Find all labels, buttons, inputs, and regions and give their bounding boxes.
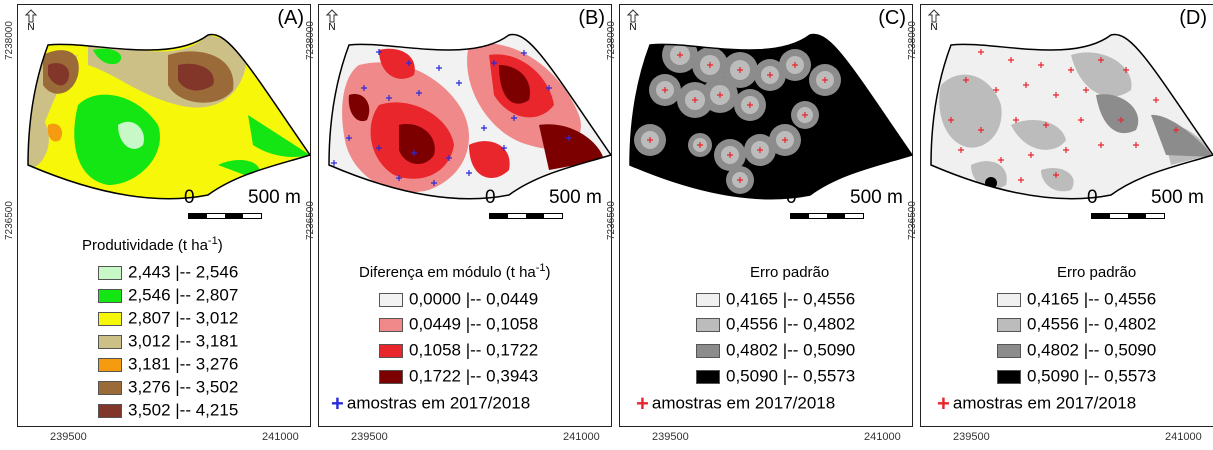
y-coord-top: 7238000: [4, 21, 15, 60]
legend-item: 3,502 |-- 4,215: [98, 400, 238, 420]
scale-bar: 0 500 m: [158, 187, 308, 227]
x-coord-left: 239500: [50, 431, 87, 443]
scale-bar: 0 500 m: [1061, 187, 1211, 227]
legend-item: 0,5090 |-- 0,5573: [696, 366, 855, 386]
legend-item: 3,012 |-- 3,181: [98, 331, 238, 351]
x-coord-left: 239500: [652, 431, 689, 443]
scale-end: 500 m: [850, 187, 903, 208]
y-coord-top: 7238000: [907, 21, 918, 60]
legend-title: Erro padrão: [1057, 264, 1137, 281]
north-arrow-icon: N: [626, 9, 640, 33]
legend-item: 0,4556 |-- 0,4802: [997, 314, 1156, 334]
north-arrow-icon: N: [927, 9, 941, 33]
samples-legend: + amostras em 2017/2018: [636, 391, 836, 416]
x-coord-right: 241000: [563, 431, 600, 443]
sample-points: [948, 49, 1179, 183]
legend-item: 3,276 |-- 3,502: [98, 377, 238, 397]
legend-title: Produtividade (t ha-1): [82, 235, 223, 254]
plus-marker-icon: +: [937, 391, 950, 416]
samples-legend: + amostras em 2017/2018: [937, 391, 1137, 416]
panel-label: (A): [277, 7, 304, 29]
sample-points: [647, 52, 828, 183]
plus-marker-icon: +: [636, 391, 649, 416]
legend-item: 2,443 |-- 2,546: [98, 262, 238, 282]
legend-item: 2,807 |-- 3,012: [98, 308, 238, 328]
legend-item: 0,0000 |-- 0,0449: [379, 289, 538, 309]
y-coord-bottom: 7236500: [305, 201, 316, 240]
panel-label: (D): [1179, 7, 1207, 29]
samples-legend: + amostras em 2017/2018: [331, 391, 531, 416]
north-label: N: [328, 22, 336, 33]
scale-bar-graphic: [1091, 213, 1165, 219]
sample-points: [331, 49, 572, 186]
yield-map: [27, 33, 312, 200]
scale-start: 0: [1087, 187, 1098, 208]
panel-label: (C): [878, 7, 906, 29]
y-coord-bottom: 7236500: [4, 201, 15, 240]
legend-item: 0,0449 |-- 0,1058: [379, 314, 538, 334]
scale-start: 0: [184, 187, 195, 208]
scale-start: 0: [485, 187, 496, 208]
standard-error-map-d: [930, 33, 1213, 200]
x-coord-right: 241000: [1165, 431, 1202, 443]
panel-d: N (D) 0 500 m Erro padrão 0,4165 |-- 0,4…: [920, 4, 1213, 427]
scale-end: 500 m: [248, 187, 301, 208]
scale-start: 0: [786, 187, 797, 208]
panel-label: (B): [578, 7, 605, 29]
scale-bar-graphic: [188, 213, 262, 219]
north-label: N: [629, 22, 637, 33]
panel-a: N (A) 0 500 m Produtividade (t ha-1) 2,4…: [17, 4, 312, 427]
legend-item: 0,1058 |-- 0,1722: [379, 340, 538, 360]
panel-c: N (C) 0 500 m Erro padrão 0,4165 |-- 0,4…: [619, 4, 914, 427]
y-coord-bottom: 7236500: [606, 201, 617, 240]
scale-end: 500 m: [1151, 187, 1204, 208]
north-arrow-icon: N: [325, 9, 339, 33]
legend-item: 0,4802 |-- 0,5090: [696, 340, 855, 360]
legend-title: Diferença em módulo (t ha-1): [359, 262, 551, 281]
panel-b: N (B) 0 500 m Diferença em módulo (t ha-…: [318, 4, 613, 427]
north-label: N: [27, 22, 35, 33]
north-label: N: [930, 22, 938, 33]
legend-item: 0,4165 |-- 0,4556: [696, 289, 855, 309]
x-coord-right: 241000: [864, 431, 901, 443]
scale-bar: 0 500 m: [760, 187, 910, 227]
x-coord-left: 239500: [953, 431, 990, 443]
scale-bar: 0 500 m: [459, 187, 609, 227]
y-coord-bottom: 7236500: [907, 201, 918, 240]
legend-item: 3,181 |-- 3,276: [98, 354, 238, 374]
legend-title: Erro padrão: [750, 264, 830, 281]
legend-item: 0,5090 |-- 0,5573: [997, 366, 1156, 386]
legend-item: 0,4556 |-- 0,4802: [696, 314, 855, 334]
legend-item: 0,4165 |-- 0,4556: [997, 289, 1156, 309]
x-coord-left: 239500: [351, 431, 388, 443]
scale-end: 500 m: [549, 187, 602, 208]
legend-item: 2,546 |-- 2,807: [98, 285, 238, 305]
legend-item: 0,1722 |-- 0,3943: [379, 366, 538, 386]
scale-bar-graphic: [489, 213, 563, 219]
difference-map: [328, 33, 613, 200]
standard-error-map-c: [629, 33, 914, 200]
north-arrow-icon: N: [24, 9, 38, 33]
plus-marker-icon: +: [331, 391, 344, 416]
x-coord-right: 241000: [262, 431, 299, 443]
legend-item: 0,4802 |-- 0,5090: [997, 340, 1156, 360]
y-coord-top: 7238000: [606, 21, 617, 60]
y-coord-top: 7238000: [305, 21, 316, 60]
scale-bar-graphic: [790, 213, 864, 219]
